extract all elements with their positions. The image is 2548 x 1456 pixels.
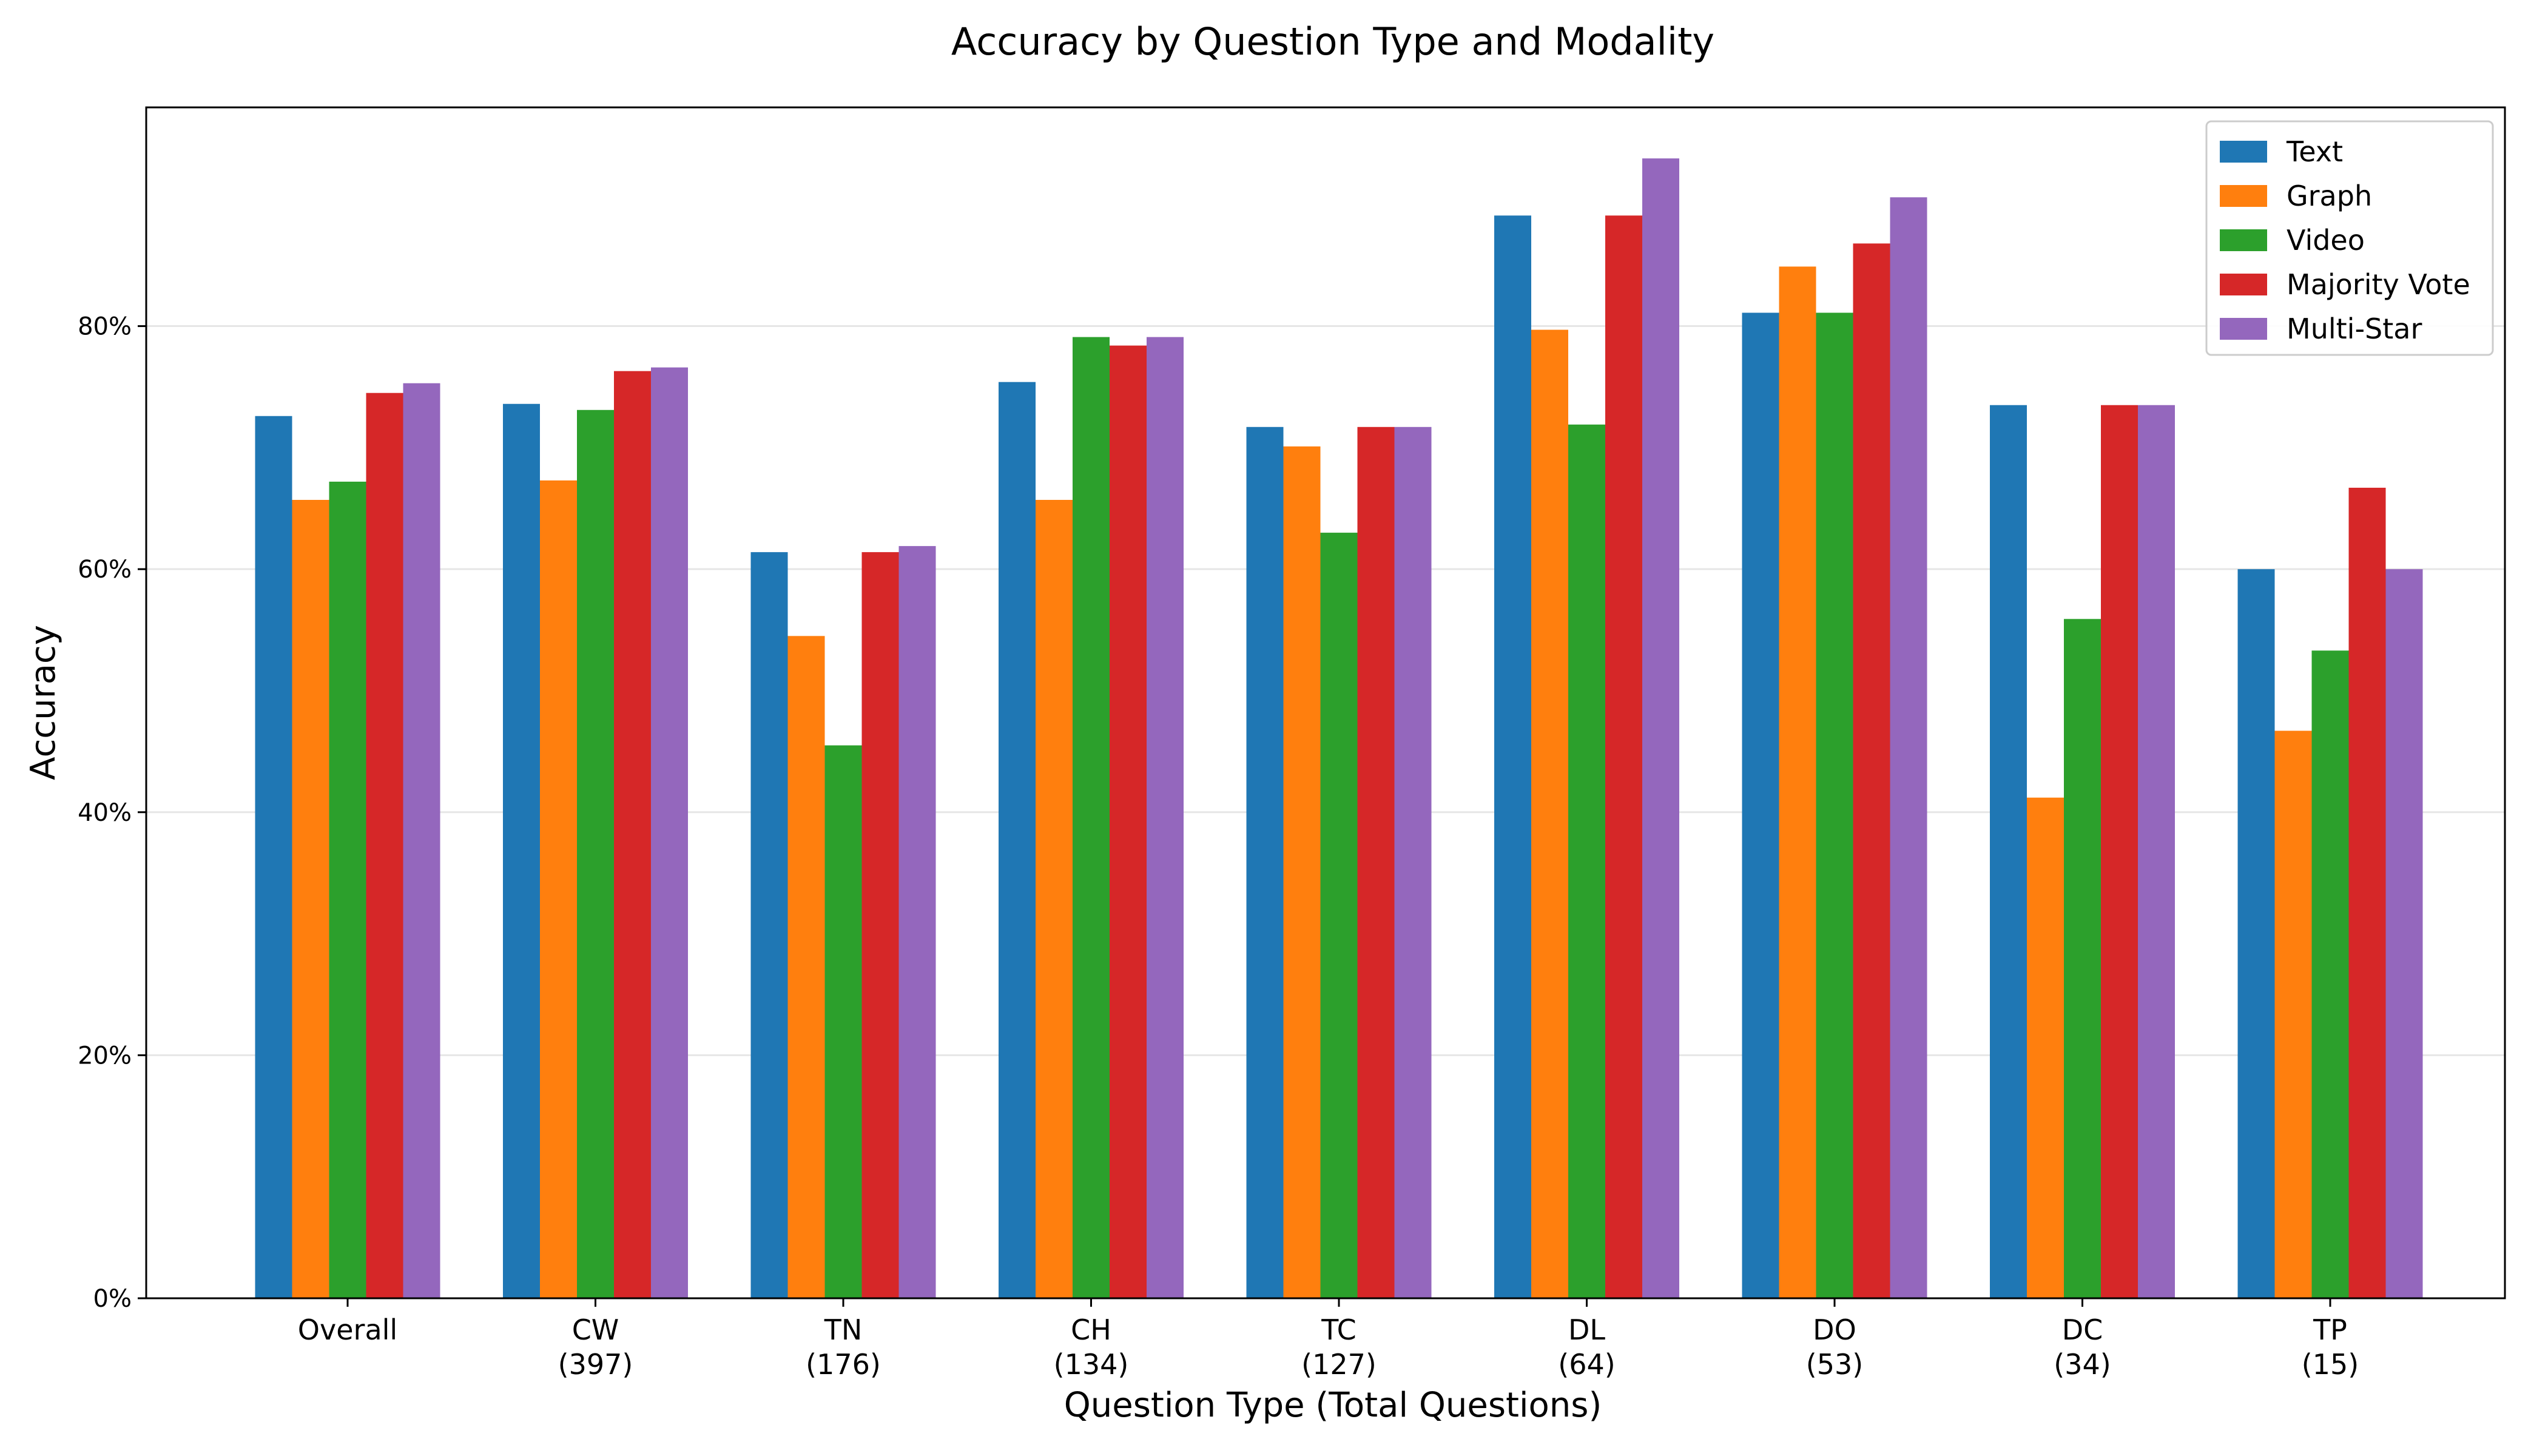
plot-frame bbox=[145, 106, 2506, 1299]
x-tick-count: (34) bbox=[2054, 1348, 2111, 1381]
legend-swatch bbox=[2220, 229, 2267, 251]
bar-multi-star bbox=[1394, 426, 1432, 1298]
x-tick-label: TC bbox=[1321, 1313, 1357, 1346]
bar-multi-star bbox=[898, 546, 936, 1298]
x-tick-count: (15) bbox=[2302, 1348, 2359, 1381]
bar-video bbox=[1816, 312, 1853, 1298]
bar-multi-star bbox=[1147, 337, 1184, 1298]
legend-label: Graph bbox=[2287, 180, 2372, 212]
bar-video bbox=[329, 481, 366, 1298]
bar-multi-star bbox=[1642, 158, 1679, 1299]
x-tick-count: (53) bbox=[1806, 1348, 1863, 1381]
bar-video bbox=[1568, 424, 1605, 1298]
x-tick-label: CH bbox=[1071, 1313, 1111, 1346]
bar-multi-star bbox=[1890, 197, 1927, 1298]
y-axis-ticks: 0% 20% 40% 60% 80% bbox=[78, 313, 146, 1313]
bar-text bbox=[750, 552, 788, 1299]
bar-majority-vote bbox=[1605, 215, 1642, 1298]
bars bbox=[255, 158, 2423, 1299]
bar-majority-vote bbox=[1110, 345, 1147, 1298]
x-tick-label: TP bbox=[2313, 1313, 2347, 1346]
bar-graph bbox=[1779, 266, 1816, 1299]
y-tick-label: 80% bbox=[78, 313, 132, 341]
legend-label: Majority Vote bbox=[2287, 268, 2470, 301]
x-axis-label: Question Type (Total Questions) bbox=[1064, 1386, 1602, 1425]
bar-majority-vote bbox=[614, 371, 651, 1298]
bar-text bbox=[1494, 215, 1531, 1298]
bar-graph bbox=[292, 499, 329, 1298]
bar-text bbox=[1742, 312, 1779, 1298]
legend: Text Graph Video Majority Vote Multi-Star bbox=[2205, 120, 2494, 356]
y-tick-label: 0% bbox=[93, 1285, 132, 1313]
chart-title: Accuracy by Question Type and Modality bbox=[951, 19, 1714, 64]
bar-majority-vote bbox=[861, 552, 899, 1299]
bar-video bbox=[2311, 650, 2349, 1298]
bar-graph bbox=[1036, 499, 1073, 1298]
bar-text bbox=[2237, 569, 2275, 1298]
legend-swatch bbox=[2220, 274, 2267, 295]
bar-graph bbox=[2274, 730, 2312, 1298]
bar-multi-star bbox=[2138, 405, 2175, 1298]
y-tick-label: 40% bbox=[78, 799, 132, 827]
x-tick-label: Overall bbox=[298, 1313, 397, 1346]
bar-majority-vote bbox=[366, 393, 403, 1298]
bar-graph bbox=[540, 480, 577, 1298]
bar-majority-vote bbox=[1853, 243, 1890, 1298]
y-tick-label: 60% bbox=[78, 556, 132, 584]
bar-video bbox=[1320, 533, 1358, 1298]
bar-video bbox=[1073, 337, 1110, 1298]
x-tick-label: DO bbox=[1813, 1313, 1856, 1346]
legend-box bbox=[2205, 120, 2494, 356]
bar-graph bbox=[787, 636, 825, 1298]
x-tick-label: CW bbox=[572, 1313, 619, 1346]
x-tick-label: DL bbox=[1568, 1313, 1605, 1346]
bar-video bbox=[2064, 619, 2101, 1298]
y-tick-label: 20% bbox=[78, 1042, 132, 1070]
x-tick-label: TN bbox=[824, 1313, 863, 1346]
bar-majority-vote bbox=[2101, 405, 2138, 1298]
legend-swatch bbox=[2220, 318, 2267, 340]
bar-text bbox=[1246, 426, 1284, 1298]
x-tick-count: (64) bbox=[1558, 1348, 1615, 1381]
bar-text bbox=[999, 382, 1036, 1298]
bar-video bbox=[577, 410, 614, 1299]
bar-majority-vote bbox=[2348, 487, 2386, 1298]
bar-multi-star bbox=[403, 383, 440, 1299]
x-tick-label: DC bbox=[2062, 1313, 2103, 1346]
y-axis-label: Accuracy bbox=[24, 625, 63, 780]
legend-label: Multi-Star bbox=[2287, 312, 2422, 345]
bar-text bbox=[1990, 405, 2027, 1298]
bar-majority-vote bbox=[1357, 426, 1395, 1298]
x-axis-ticks: Overall CW(397) TN(176) CH(134) TC(127) DL(64… bbox=[298, 1298, 2359, 1381]
legend-label: Video bbox=[2287, 224, 2365, 257]
bar-video bbox=[824, 745, 862, 1298]
legend-swatch bbox=[2220, 185, 2267, 207]
x-tick-count: (176) bbox=[806, 1348, 881, 1381]
bar-multi-star bbox=[651, 367, 688, 1299]
bar-graph bbox=[2027, 797, 2064, 1298]
x-tick-count: (134) bbox=[1054, 1348, 1129, 1381]
bar-graph bbox=[1283, 446, 1321, 1299]
x-tick-count: (127) bbox=[1301, 1348, 1377, 1381]
bar-multi-star bbox=[2385, 569, 2423, 1298]
bar-graph bbox=[1531, 329, 1568, 1298]
bar-text bbox=[255, 416, 292, 1298]
legend-swatch bbox=[2220, 141, 2267, 163]
bar-text bbox=[503, 403, 540, 1298]
legend-label: Text bbox=[2286, 135, 2343, 168]
x-tick-count: (397) bbox=[558, 1348, 633, 1381]
